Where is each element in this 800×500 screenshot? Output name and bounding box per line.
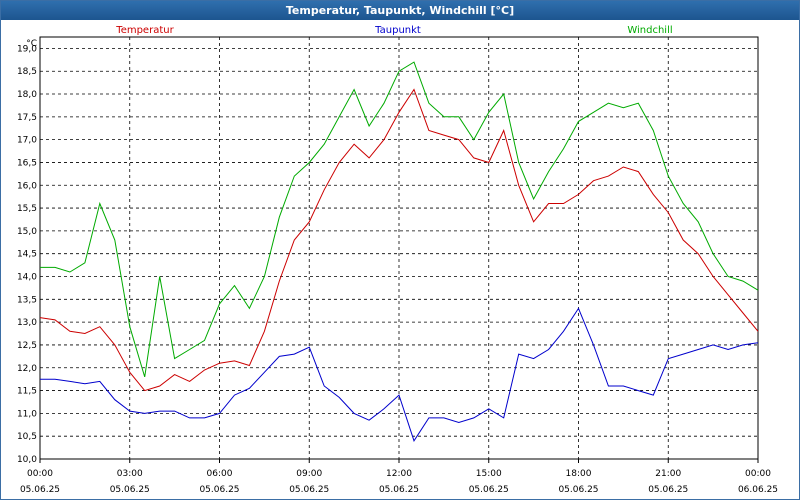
legend-windchill: Windchill (627, 25, 672, 36)
y-tick-label: 19,0 (17, 44, 37, 54)
y-tick-label: 17,5 (17, 113, 37, 123)
x-tick-time: 09:00 (296, 469, 322, 479)
legend-taupunkt: Taupunkt (374, 25, 421, 36)
x-tick-date: 05.06.25 (469, 485, 509, 495)
y-axis-label: °C (26, 39, 37, 49)
x-tick-date: 05.06.25 (379, 485, 419, 495)
x-tick-time: 00:00 (27, 469, 53, 479)
y-tick-label: 18,0 (17, 90, 37, 100)
x-tick-date: 05.06.25 (558, 485, 598, 495)
x-tick-date: 05.06.25 (648, 485, 688, 495)
x-tick-time: 18:00 (566, 469, 592, 479)
x-tick-time: 21:00 (655, 469, 681, 479)
y-tick-label: 13,0 (17, 318, 37, 328)
series-line-windchill (40, 61, 759, 378)
y-tick-label: 14,0 (17, 273, 37, 283)
series-line-temperatur (39, 88, 759, 392)
y-tick-label: 12,0 (17, 364, 37, 374)
y-tick-label: 11,5 (17, 387, 37, 397)
y-tick-label: 10,5 (17, 432, 37, 442)
x-tick-time: 00:00 (745, 469, 771, 479)
series-line-taupunkt (40, 307, 759, 442)
legend-temperatur: Temperatur (115, 25, 174, 36)
x-tick-date: 06.06.25 (738, 485, 778, 495)
y-tick-label: 11,0 (17, 409, 37, 419)
y-tick-label: 13,5 (17, 295, 37, 305)
x-tick-date: 05.06.25 (199, 485, 239, 495)
x-tick-time: 03:00 (117, 469, 143, 479)
y-tick-label: 16,0 (17, 181, 37, 191)
x-tick-time: 06:00 (207, 469, 233, 479)
y-tick-label: 17,0 (17, 136, 37, 146)
y-tick-label: 16,5 (17, 158, 37, 168)
y-tick-label: 12,5 (17, 341, 37, 351)
window-title: Temperatur, Taupunkt, Windchill [°C] (1, 1, 799, 20)
y-tick-label: 10,0 (17, 455, 37, 465)
y-tick-label: 14,5 (17, 250, 37, 260)
x-tick-time: 12:00 (386, 469, 412, 479)
x-tick-time: 15:00 (476, 469, 502, 479)
x-tick-date: 05.06.25 (110, 485, 150, 495)
x-tick-date: 05.06.25 (289, 485, 329, 495)
y-tick-label: 18,5 (17, 67, 37, 77)
y-tick-label: 15,0 (17, 227, 37, 237)
y-tick-label: 15,5 (17, 204, 37, 214)
x-tick-date: 05.06.25 (20, 485, 60, 495)
